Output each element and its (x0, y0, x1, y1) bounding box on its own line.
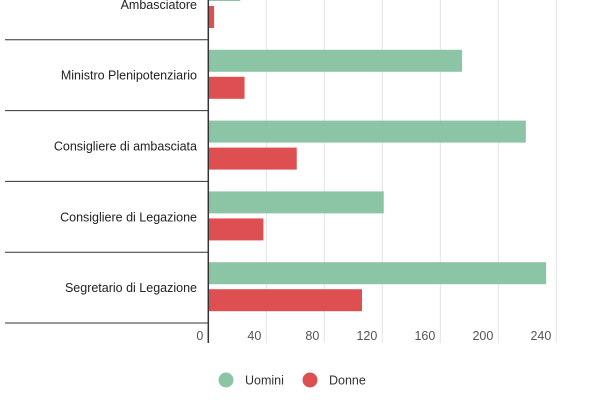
category-label: Ambasciatore (121, 0, 197, 12)
category-label: Ministro Plenipotenziario (61, 69, 197, 83)
bar-uomini (208, 191, 384, 214)
x-tick-label: 160 (414, 329, 435, 343)
x-tick-label: 0 (196, 329, 203, 343)
x-tick-label: 200 (472, 329, 493, 343)
bar-donne (208, 147, 297, 170)
bar-uomini (208, 120, 526, 143)
legend-marker-donne (302, 372, 318, 388)
category-label: Consigliere di ambasciata (54, 140, 197, 154)
bar-donne (208, 218, 264, 241)
category-label: Segretario di Legazione (65, 281, 197, 295)
category-label: Consigliere di Legazione (60, 210, 197, 224)
legend-label: Donne (329, 374, 366, 388)
bar-uomini (208, 49, 463, 72)
bar-donne (208, 6, 215, 28)
x-tick-label: 120 (356, 329, 377, 343)
bar-uomini (208, 262, 547, 285)
legend-marker-uomini (218, 372, 234, 388)
legend-label: Uomini (245, 374, 284, 388)
x-tick-label: 80 (305, 329, 319, 343)
x-tick-label: 240 (530, 329, 551, 343)
bar-uomini (208, 0, 241, 1)
bar-donne (208, 76, 245, 99)
x-tick-label: 40 (247, 329, 261, 343)
bar-donne (208, 289, 362, 312)
